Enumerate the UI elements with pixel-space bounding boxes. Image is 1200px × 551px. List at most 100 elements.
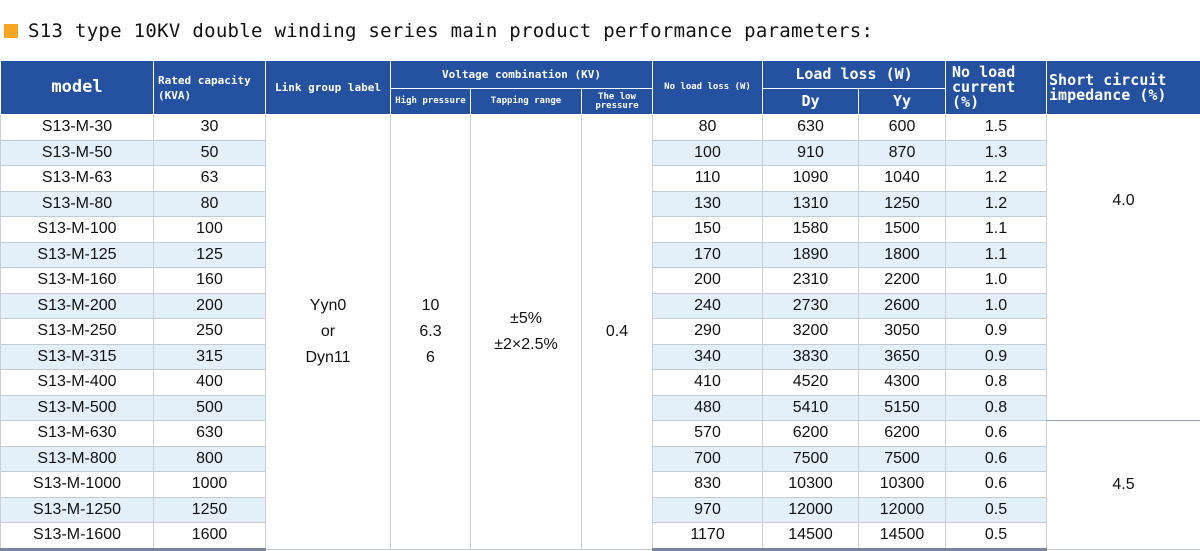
no-load-current-cell: 1.5 <box>946 115 1047 141</box>
no-load-current-cell: 0.9 <box>946 344 1047 370</box>
header-link-group: Link group label <box>266 61 391 115</box>
no-load-loss-cell: 410 <box>653 370 763 396</box>
yy-cell: 7500 <box>859 446 946 472</box>
yy-cell: 870 <box>859 140 946 166</box>
no-load-current-cell: 1.2 <box>946 166 1047 192</box>
model-cell: S13-M-315 <box>1 344 154 370</box>
title-row: S13 type 10KV double winding series main… <box>0 14 873 48</box>
no-load-current-cell: 1.0 <box>946 268 1047 294</box>
no-load-current-cell: 0.6 <box>946 446 1047 472</box>
yy-cell: 4300 <box>859 370 946 396</box>
dy-cell: 5410 <box>763 395 859 421</box>
capacity-cell: 800 <box>154 446 266 472</box>
no-load-loss-cell: 80 <box>653 115 763 141</box>
no-load-loss-cell: 100 <box>653 140 763 166</box>
model-cell: S13-M-125 <box>1 242 154 268</box>
yy-cell: 10300 <box>859 472 946 498</box>
dy-cell: 6200 <box>763 421 859 447</box>
no-load-current-cell: 1.1 <box>946 217 1047 243</box>
yy-cell: 1500 <box>859 217 946 243</box>
model-cell: S13-M-160 <box>1 268 154 294</box>
capacity-cell: 63 <box>154 166 266 192</box>
model-cell: S13-M-200 <box>1 293 154 319</box>
no-load-loss-cell: 110 <box>653 166 763 192</box>
no-load-loss-cell: 340 <box>653 344 763 370</box>
no-load-loss-cell: 170 <box>653 242 763 268</box>
header-no-load-loss: No load loss (W) <box>653 61 763 115</box>
model-cell: S13-M-50 <box>1 140 154 166</box>
tapping-range-line: ±2×2.5% <box>494 336 558 353</box>
capacity-cell: 1250 <box>154 497 266 523</box>
yy-cell: 14500 <box>859 523 946 550</box>
no-load-loss-cell: 480 <box>653 395 763 421</box>
header-load-loss: Load loss (W) <box>763 61 946 89</box>
yy-cell: 3650 <box>859 344 946 370</box>
no-load-loss-cell: 1170 <box>653 523 763 550</box>
yy-cell: 1040 <box>859 166 946 192</box>
dy-cell: 14500 <box>763 523 859 550</box>
parameters-table: model Rated capacity(KVA) Link group lab… <box>0 60 1200 551</box>
no-load-current-cell: 0.5 <box>946 523 1047 550</box>
header-voltage-combination: Voltage combination (KV) <box>391 61 653 89</box>
no-load-current-cell: 0.6 <box>946 472 1047 498</box>
link-group-line: or <box>321 323 335 340</box>
capacity-cell: 400 <box>154 370 266 396</box>
high-pressure-line: 10 <box>422 297 440 314</box>
impedance-cell: 4.0 <box>1047 115 1200 421</box>
capacity-cell: 630 <box>154 421 266 447</box>
header-high-pressure: High pressure <box>391 89 471 115</box>
no-load-current-cell: 1.2 <box>946 191 1047 217</box>
no-load-current-cell: 1.3 <box>946 140 1047 166</box>
dy-cell: 1890 <box>763 242 859 268</box>
model-cell: S13-M-400 <box>1 370 154 396</box>
capacity-cell: 160 <box>154 268 266 294</box>
dy-cell: 10300 <box>763 472 859 498</box>
page-title: S13 type 10KV double winding series main… <box>28 20 873 42</box>
dy-cell: 1580 <box>763 217 859 243</box>
high-pressure-line: 6.3 <box>419 323 441 340</box>
yy-cell: 1250 <box>859 191 946 217</box>
capacity-cell: 1000 <box>154 472 266 498</box>
capacity-cell: 200 <box>154 293 266 319</box>
capacity-cell: 250 <box>154 319 266 345</box>
dy-cell: 2730 <box>763 293 859 319</box>
model-cell: S13-M-1250 <box>1 497 154 523</box>
model-cell: S13-M-500 <box>1 395 154 421</box>
dy-cell: 1090 <box>763 166 859 192</box>
model-cell: S13-M-100 <box>1 217 154 243</box>
yy-cell: 2600 <box>859 293 946 319</box>
model-cell: S13-M-30 <box>1 115 154 141</box>
yy-cell: 6200 <box>859 421 946 447</box>
dy-cell: 1310 <box>763 191 859 217</box>
capacity-cell: 125 <box>154 242 266 268</box>
no-load-loss-cell: 700 <box>653 446 763 472</box>
header-tapping-range: Tapping range <box>471 89 582 115</box>
dy-cell: 2310 <box>763 268 859 294</box>
no-load-loss-cell: 570 <box>653 421 763 447</box>
no-load-current-cell: 0.8 <box>946 395 1047 421</box>
no-load-loss-cell: 290 <box>653 319 763 345</box>
no-load-current-cell: 1.1 <box>946 242 1047 268</box>
no-load-current-cell: 0.5 <box>946 497 1047 523</box>
dy-cell: 630 <box>763 115 859 141</box>
capacity-cell: 1600 <box>154 523 266 550</box>
capacity-cell: 315 <box>154 344 266 370</box>
yy-cell: 2200 <box>859 268 946 294</box>
header-low-pressure: The low pressure <box>582 89 653 115</box>
header-model: model <box>1 61 154 115</box>
tapping-range-line: ±5% <box>510 310 542 327</box>
capacity-cell: 80 <box>154 191 266 217</box>
yy-cell: 12000 <box>859 497 946 523</box>
no-load-loss-cell: 200 <box>653 268 763 294</box>
header-rated-capacity: Rated capacity(KVA) <box>154 61 266 115</box>
header-rated-capacity-label: Rated capacity <box>158 74 251 87</box>
dy-cell: 3830 <box>763 344 859 370</box>
low-pressure-cell: 0.4 <box>582 115 653 550</box>
dy-cell: 910 <box>763 140 859 166</box>
no-load-loss-cell: 150 <box>653 217 763 243</box>
model-cell: S13-M-250 <box>1 319 154 345</box>
no-load-loss-cell: 240 <box>653 293 763 319</box>
